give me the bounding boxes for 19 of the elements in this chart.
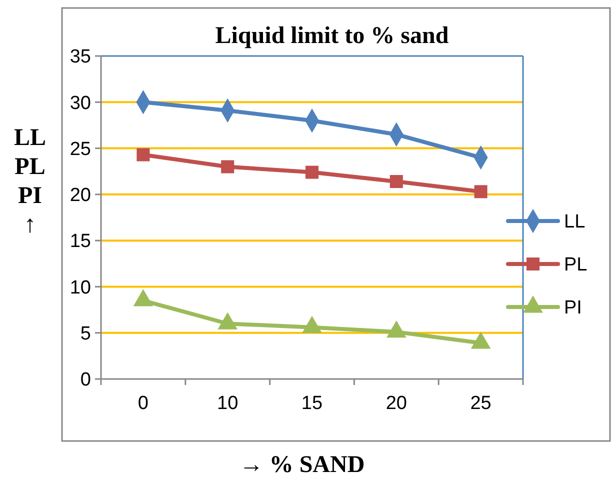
y-tick-label: 5 (80, 324, 91, 345)
x-tick-label: 20 (386, 393, 407, 414)
x-tick-label: 15 (301, 393, 323, 414)
x-tick-label: 10 (217, 393, 238, 414)
y-tick-label: 0 (80, 370, 91, 391)
y-tick-label: 35 (70, 46, 91, 68)
x-tick-label: 0 (138, 393, 148, 414)
y-tick-label: 20 (70, 185, 91, 206)
y-axis-title: LL PL PI ↑ (14, 125, 46, 238)
y-tick-label: 10 (70, 277, 91, 298)
legend-label: PI (564, 298, 582, 319)
legend-label: PL (564, 254, 588, 276)
y-tick-label: 25 (70, 138, 91, 160)
x-axis-title: → % SAND (239, 452, 365, 478)
chart-title: Liquid limit to % sand (215, 23, 450, 49)
x-tick-label: 25 (470, 393, 492, 414)
legend-label: LL (564, 212, 586, 233)
y-tick-label: 15 (70, 231, 91, 252)
y-tick-label: 30 (70, 92, 91, 114)
